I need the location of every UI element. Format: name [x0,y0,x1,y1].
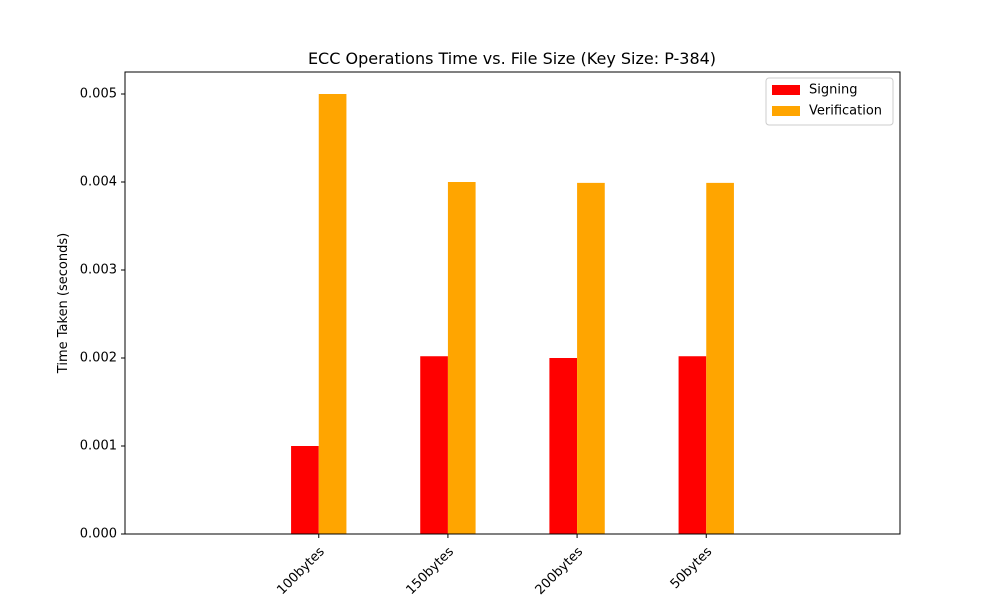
y-tick-label: 0.005 [80,87,117,102]
bar-signing [678,356,707,534]
legend-label-verification: Verification [809,104,882,119]
y-tick-label: 0.000 [80,527,117,542]
y-tick-label: 0.003 [80,263,117,278]
bar-signing [291,446,319,534]
plot-frame [124,71,901,535]
legend-label-signing: Signing [809,83,857,98]
y-tick-label: 0.002 [80,351,117,366]
chart-title: ECC Operations Time vs. File Size (Key S… [308,49,716,68]
legend-swatch-verification [772,106,800,116]
bars [291,94,734,534]
y-tick-label: 0.004 [80,175,117,190]
y-axis-title: Time Taken (seconds) [56,233,71,374]
bar-verification [706,182,734,534]
bar-verification [447,182,476,534]
legend-swatch-signing [772,85,800,95]
bar-verification [577,182,605,534]
y-tick-label: 0.001 [80,439,117,454]
bar-signing [420,356,448,534]
y-axis: 0.000 0.001 0.002 0.003 0.004 0.005 [80,87,125,542]
bar-signing [549,358,578,534]
bar-verification [318,94,347,534]
legend: Signing Verification [765,77,894,126]
